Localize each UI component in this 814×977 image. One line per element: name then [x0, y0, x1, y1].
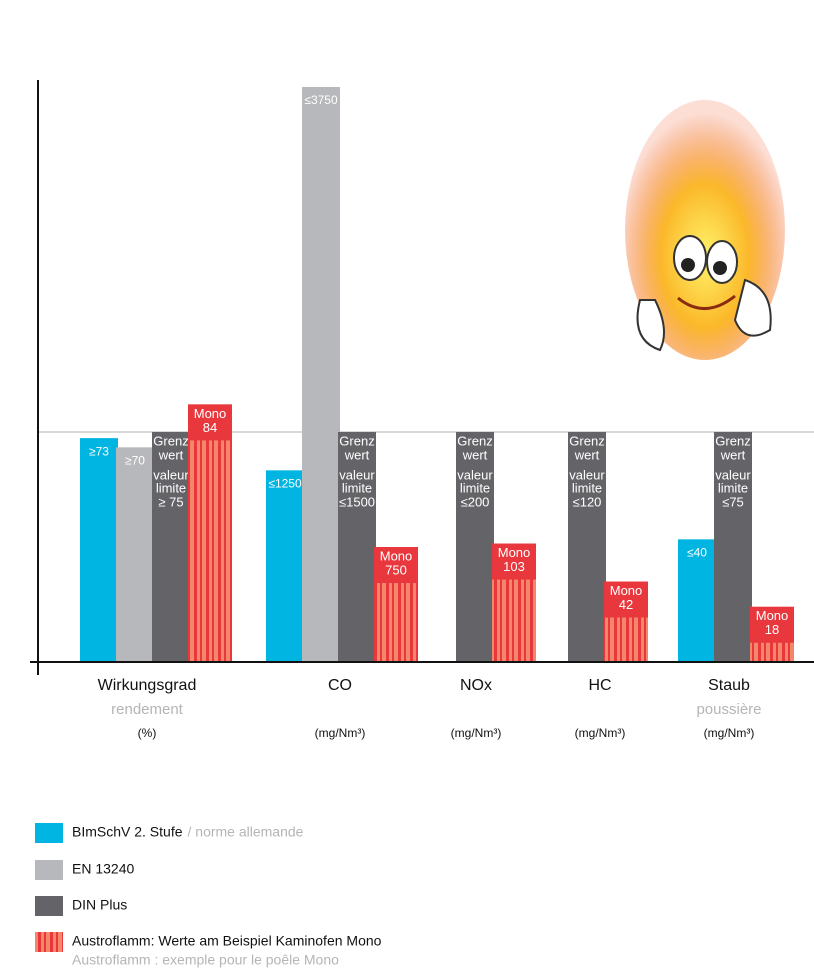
value-label: ≤40	[687, 546, 707, 560]
bar	[80, 438, 118, 662]
bar-label: Grenz	[457, 433, 492, 448]
bar-label: Grenz	[715, 433, 750, 448]
value-label: ≥ 75	[158, 494, 183, 509]
legend-note: Austroflamm : exemple pour le poêle Mono	[72, 952, 339, 968]
x-tick-label: HC	[588, 677, 611, 694]
bar	[302, 87, 340, 662]
bar-label: Mono	[498, 545, 531, 560]
bar	[116, 447, 154, 662]
legend-label: EN 13240	[72, 861, 134, 877]
bar-label: valeur	[339, 467, 375, 482]
bar	[714, 432, 752, 662]
x-tick-sublabel: rendement	[111, 701, 184, 718]
bar-label: valeur	[715, 467, 751, 482]
unit-label: (mg/Nm³)	[315, 726, 366, 740]
bar-label: wert	[462, 447, 488, 462]
bar	[678, 539, 716, 662]
bar	[568, 432, 606, 662]
legend-swatch	[35, 896, 63, 916]
bar-label: limite	[156, 480, 186, 495]
value-label: 84	[203, 420, 217, 435]
value-label: 42	[619, 597, 633, 612]
legend-swatch	[35, 823, 63, 843]
x-tick-label: CO	[328, 677, 352, 694]
value-label: ≤200	[461, 494, 490, 509]
value-label: ≤1250	[268, 477, 302, 491]
bar-cap	[188, 404, 232, 441]
value-label: ≤1500	[339, 494, 375, 509]
bar-cap	[492, 543, 536, 580]
bar-label: Grenz	[339, 433, 374, 448]
legend-note: / norme allemande	[188, 824, 304, 840]
mascot	[625, 100, 785, 360]
bar	[188, 404, 232, 662]
bar-cap	[750, 606, 794, 643]
bar	[456, 432, 494, 662]
bar-label: Mono	[756, 608, 789, 623]
legend-label: Austroflamm: Werte am Beispiel Kaminofen…	[72, 933, 382, 949]
bar-cap	[604, 581, 648, 618]
x-tick-sublabel: poussière	[696, 701, 761, 718]
value-label: 18	[765, 622, 779, 637]
bar	[338, 432, 376, 662]
legend-label: BImSchV 2. Stufe	[72, 824, 183, 840]
bar-label: valeur	[457, 467, 493, 482]
bar-label: Grenz	[569, 433, 604, 448]
value-label: ≥73	[89, 444, 109, 458]
x-tick-label: Staub	[708, 677, 750, 694]
value-label: 750	[385, 562, 407, 577]
bar-label: wert	[720, 447, 746, 462]
legend-swatch	[35, 932, 63, 952]
x-tick-label: NOx	[460, 677, 492, 694]
bar-label: limite	[342, 480, 372, 495]
unit-label: (mg/Nm³)	[575, 726, 626, 740]
bar	[266, 470, 304, 662]
unit-label: (mg/Nm³)	[704, 726, 755, 740]
bar-label: Grenz	[153, 433, 188, 448]
bar-label: Mono	[380, 548, 413, 563]
x-tick-label: Wirkungsgrad	[98, 677, 197, 694]
bar-label: limite	[718, 480, 748, 495]
bar-label: wert	[574, 447, 600, 462]
value-label: ≥70	[125, 454, 145, 468]
bar	[152, 432, 190, 662]
value-label: ≤75	[722, 494, 744, 509]
bar-label: wert	[158, 447, 184, 462]
legend-label: DIN Plus	[72, 897, 127, 913]
unit-label: (%)	[138, 726, 157, 740]
bar-label: limite	[460, 480, 490, 495]
bar-label: limite	[572, 480, 602, 495]
bar-cap	[374, 547, 418, 583]
unit-label: (mg/Nm³)	[451, 726, 502, 740]
bar-label: valeur	[569, 467, 605, 482]
bar-label: valeur	[153, 467, 189, 482]
legend-swatch	[35, 860, 63, 880]
bar-label: Mono	[194, 406, 227, 421]
value-label: 103	[503, 559, 525, 574]
bar-label: Mono	[610, 583, 643, 598]
value-label: ≤120	[573, 494, 602, 509]
value-label: ≤3750	[304, 93, 338, 107]
bar-label: wert	[344, 447, 370, 462]
